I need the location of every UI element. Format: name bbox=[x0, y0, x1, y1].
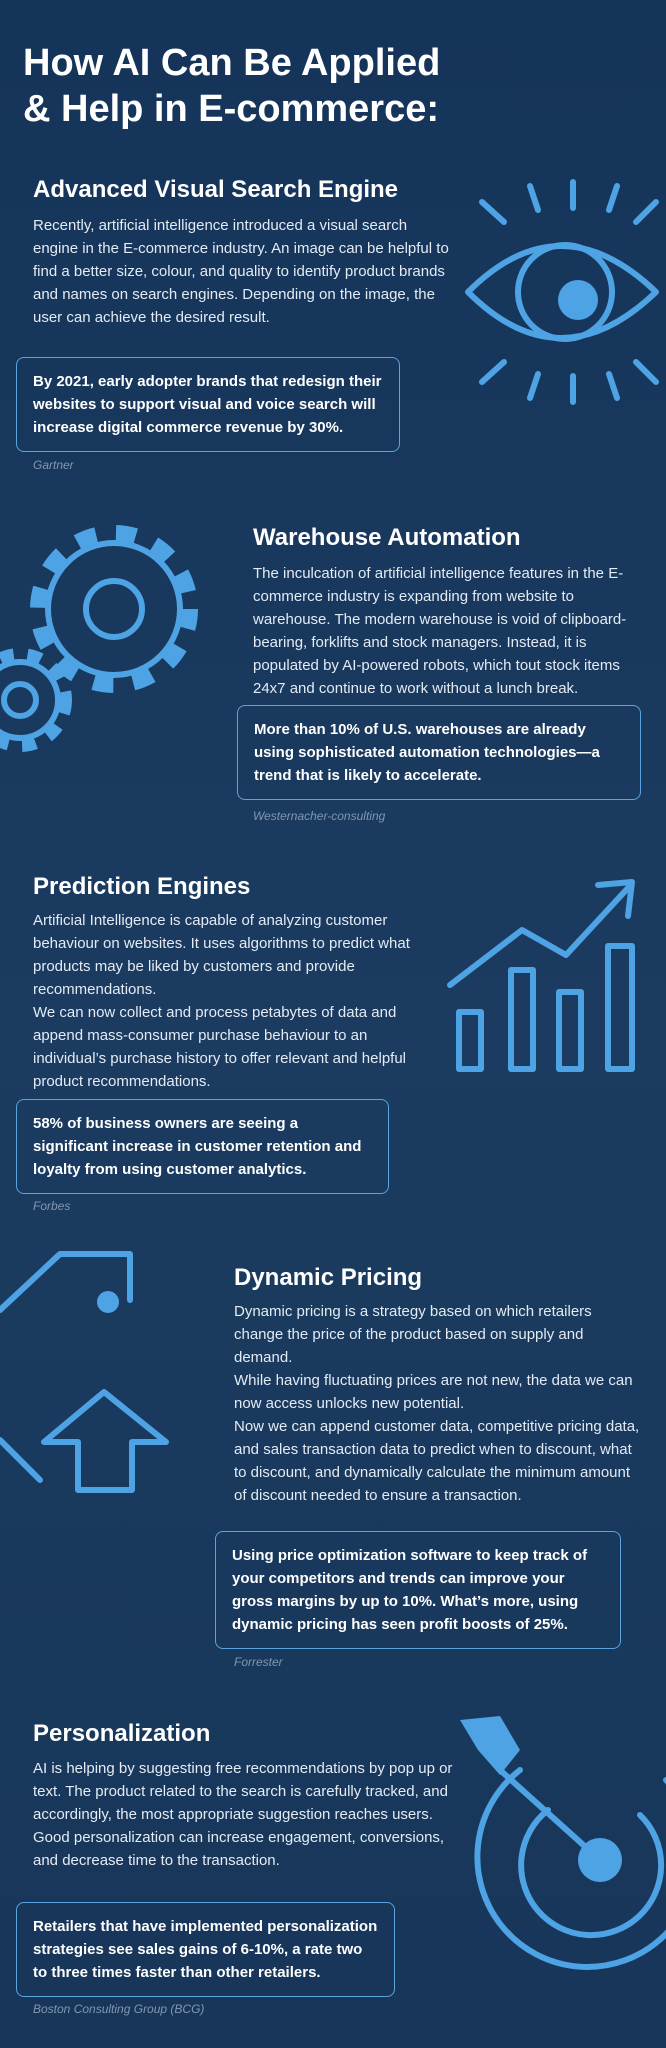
eye-icon bbox=[465, 179, 659, 405]
paragraph: Artificial Intelligence is capable of an… bbox=[33, 912, 410, 998]
heading: Warehouse Automation bbox=[253, 524, 521, 551]
title-line: How AI Can Be Applied bbox=[23, 42, 441, 84]
source: Gartner bbox=[33, 458, 74, 472]
growth-chart-icon bbox=[447, 879, 635, 1072]
title-line: & Help in E-commerce: bbox=[23, 88, 439, 130]
paragraph: We can now collect and process petabytes… bbox=[33, 1004, 407, 1090]
body: The inculcation of artificial intelligen… bbox=[253, 562, 653, 700]
paragraph: While having fluctuating prices are not … bbox=[234, 1372, 633, 1412]
dart-fletch bbox=[460, 1716, 520, 1775]
price-tag-icon bbox=[0, 1251, 169, 1493]
callout: 58% of business owners are seeing a sign… bbox=[16, 1099, 389, 1194]
target-icon bbox=[474, 1767, 666, 1970]
body: Artificial Intelligence is capable of an… bbox=[33, 909, 438, 1093]
tag-hole bbox=[97, 1291, 119, 1313]
callout: By 2021, early adopter brands that redes… bbox=[16, 357, 400, 452]
source: Westernacher-consulting bbox=[253, 809, 386, 823]
gears-icon bbox=[0, 525, 198, 752]
callout: Using price optimization software to kee… bbox=[215, 1531, 621, 1649]
source: Boston Consulting Group (BCG) bbox=[33, 2002, 205, 2016]
target-center bbox=[578, 1838, 622, 1882]
callout: More than 10% of U.S. warehouses are alr… bbox=[237, 705, 641, 800]
paragraph: AI is helping by suggesting free recomme… bbox=[33, 1760, 453, 1823]
paragraph: Recently, artificial intelligence introd… bbox=[33, 217, 449, 326]
paragraph: Now we can append customer data, competi… bbox=[234, 1418, 640, 1504]
pupil bbox=[558, 280, 598, 320]
paragraph: Dynamic pricing is a strategy based on w… bbox=[234, 1303, 592, 1366]
heading: Personalization bbox=[33, 1720, 211, 1747]
body: Dynamic pricing is a strategy based on w… bbox=[234, 1300, 644, 1507]
heading: Advanced Visual Search Engine bbox=[33, 176, 399, 203]
body: Recently, artificial intelligence introd… bbox=[33, 214, 453, 329]
callout: Retailers that have implemented personal… bbox=[16, 1902, 395, 1997]
heading: Prediction Engines bbox=[33, 873, 251, 900]
paragraph: The inculcation of artificial intelligen… bbox=[253, 565, 627, 697]
title: How AI Can Be Applied & Help in E-commer… bbox=[23, 40, 440, 132]
source: Forbes bbox=[33, 1199, 71, 1213]
source: Forrester bbox=[234, 1655, 283, 1669]
body: AI is helping by suggesting free recomme… bbox=[33, 1757, 453, 1872]
heading: Dynamic Pricing bbox=[234, 1264, 423, 1291]
paragraph: Good personalization can increase engage… bbox=[33, 1829, 445, 1869]
